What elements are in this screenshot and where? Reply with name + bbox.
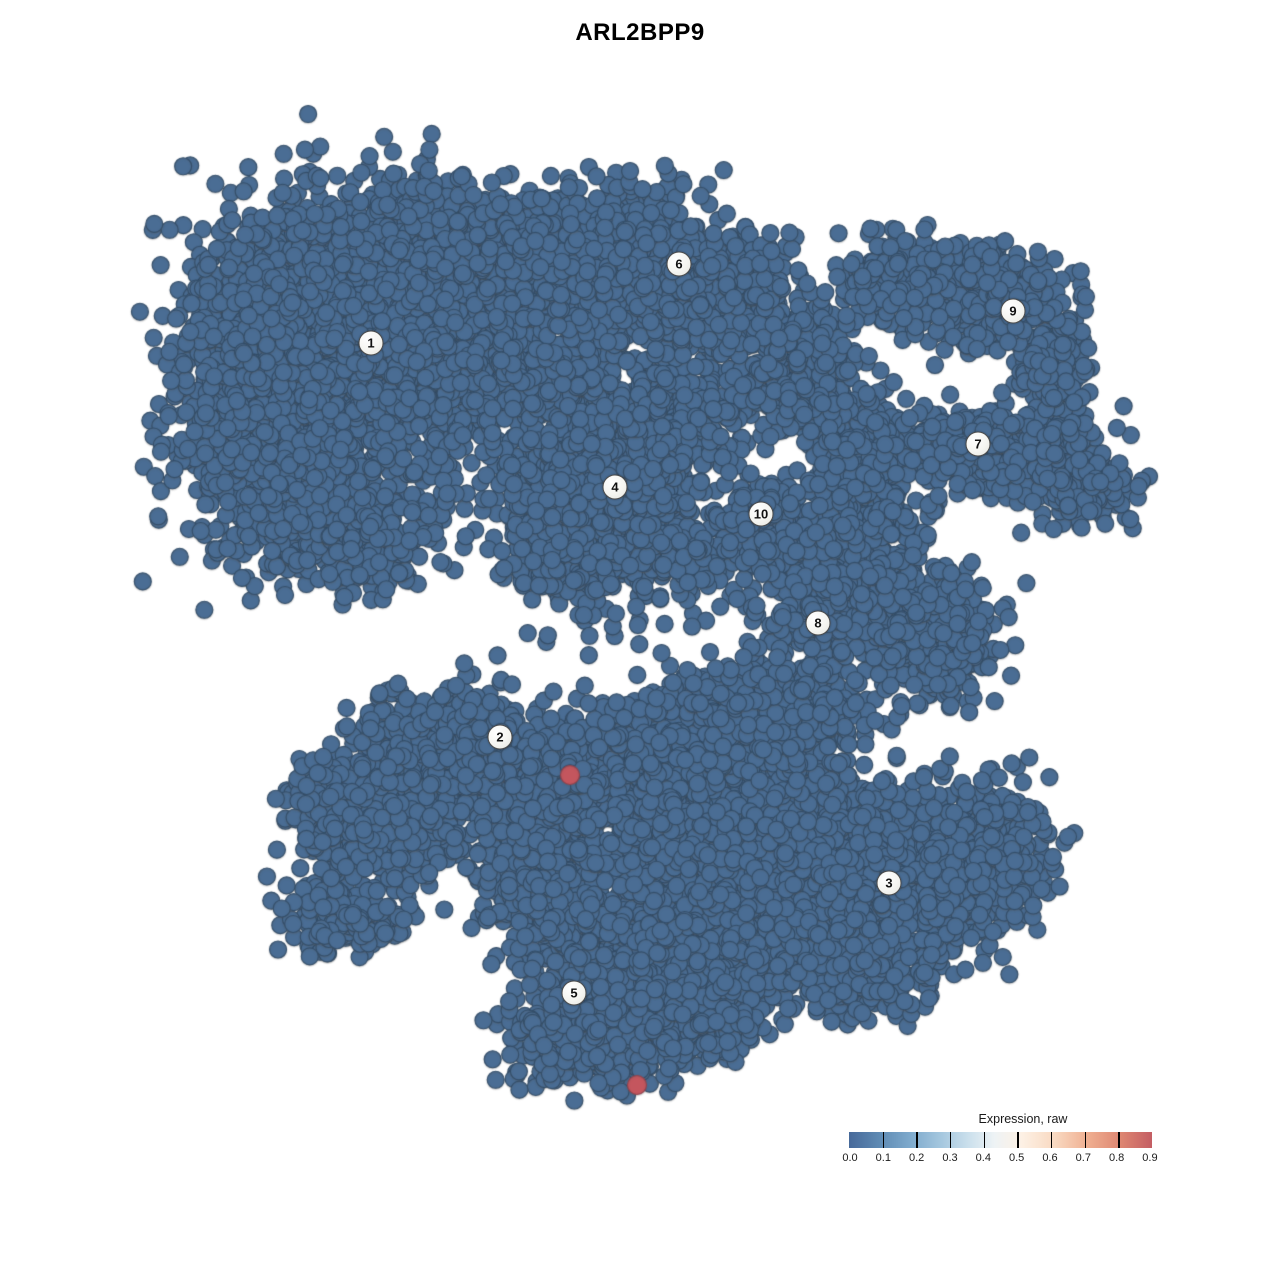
cluster-label-8: 8	[805, 610, 831, 636]
cluster-label-1: 1	[358, 330, 384, 356]
cluster-label-9: 9	[1000, 298, 1026, 324]
plot-title: ARL2BPP9	[575, 19, 705, 47]
cluster-label-4: 4	[602, 474, 628, 500]
cluster-label-7: 7	[965, 431, 991, 457]
cluster-label-10: 10	[748, 501, 774, 527]
cluster-label-5: 5	[561, 980, 587, 1006]
cluster-label-3: 3	[876, 870, 902, 896]
cluster-label-6: 6	[666, 251, 692, 277]
cluster-label-2: 2	[487, 724, 513, 750]
